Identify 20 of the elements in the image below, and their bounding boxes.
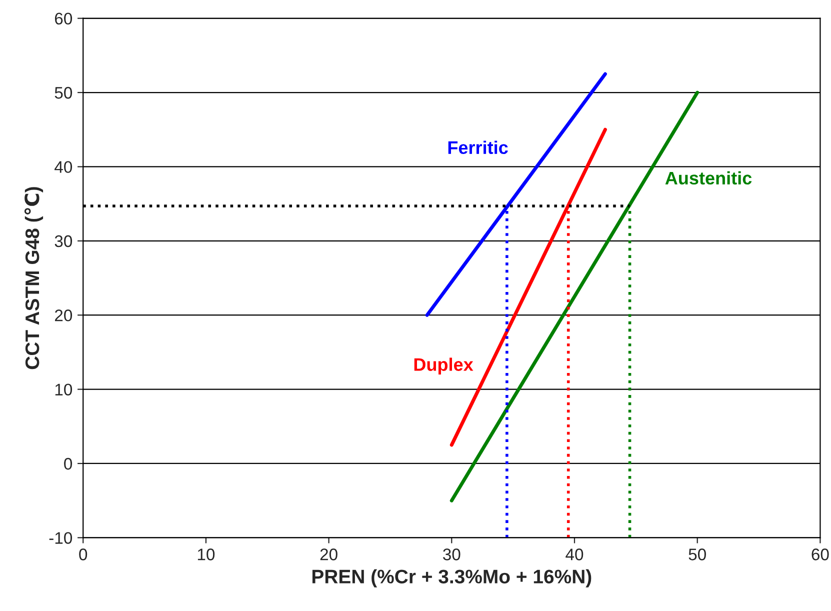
- series-label: Ferritic: [448, 140, 508, 154]
- y-tick-label: -10: [49, 532, 72, 544]
- y-tick-label: 10: [55, 384, 72, 396]
- x-tick-label: 30: [443, 548, 460, 560]
- x-tick-label: 50: [688, 548, 706, 560]
- y-tick-label: 50: [54, 86, 72, 99]
- y-tick-label: 40: [54, 161, 72, 173]
- x-tick-label: 10: [198, 548, 215, 560]
- y-tick-label: 30: [54, 235, 72, 248]
- x-axis-title: PREN (%Cr + 3.3%Mo + 16%N): [312, 569, 592, 588]
- x-tick-label: 20: [320, 548, 338, 560]
- y-tick-label: 20: [54, 310, 72, 322]
- y-tick-label: 0: [64, 458, 72, 470]
- x-tick-label: 60: [812, 548, 829, 560]
- x-tick-label: 0: [79, 548, 88, 560]
- x-tick-label: 40: [566, 548, 584, 560]
- y-tick-label: 60: [54, 12, 72, 25]
- y-axis-title: CCT ASTM G48 (℃): [24, 187, 44, 370]
- series-label: Austenitic: [665, 171, 752, 185]
- series-label: Duplex: [414, 358, 474, 375]
